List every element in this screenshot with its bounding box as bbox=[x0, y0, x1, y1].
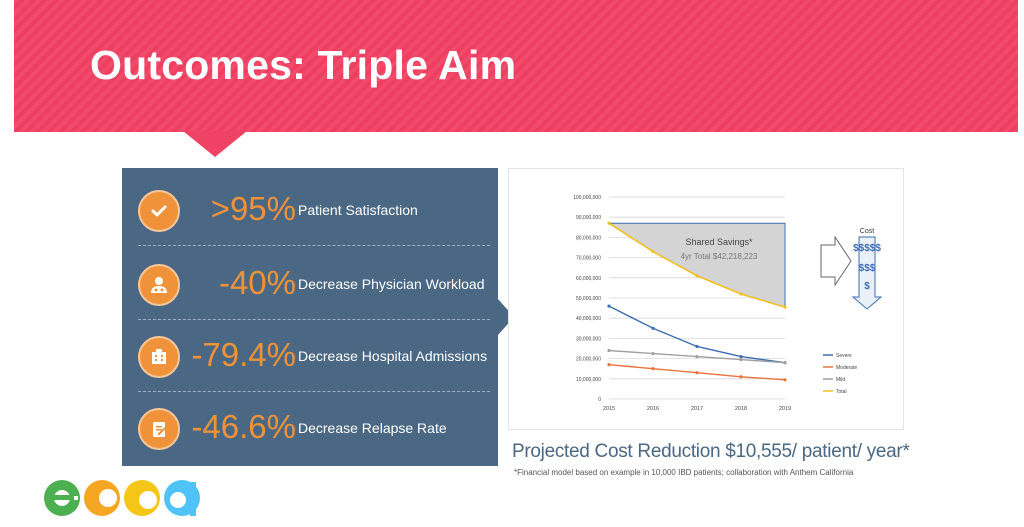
clipboard-icon bbox=[138, 408, 180, 450]
data-point bbox=[607, 304, 611, 308]
data-point bbox=[651, 351, 655, 356]
cost-chart: 0 10,000,000 20,000,000 30,000,000 40,000,00… bbox=[573, 195, 883, 412]
outcome-row: -46.6% Decrease Relapse Rate bbox=[122, 390, 498, 464]
data-point bbox=[695, 274, 699, 278]
x-tick-label: 2018 bbox=[735, 406, 747, 412]
down-arrow-icon bbox=[851, 236, 883, 310]
cost-symbol: $$$$$ bbox=[853, 243, 881, 254]
outcome-value: -79.4% bbox=[191, 336, 296, 373]
checkmark-icon bbox=[138, 190, 180, 232]
outcome-label: Patient Satisfaction bbox=[298, 202, 418, 218]
legend-label: Total bbox=[836, 389, 847, 395]
outcome-value: -40% bbox=[218, 264, 296, 301]
chart-caption: Projected Cost Reduction $10,555/ patien… bbox=[512, 441, 910, 462]
divider bbox=[138, 245, 490, 246]
y-tick-label: 50,000,000 bbox=[576, 296, 601, 302]
data-point bbox=[695, 371, 699, 375]
doctor-icon bbox=[138, 264, 180, 306]
divider bbox=[138, 391, 490, 392]
y-tick-label: 10,000,000 bbox=[576, 377, 601, 383]
x-tick-label: 2017 bbox=[691, 406, 703, 412]
data-point bbox=[739, 358, 743, 362]
legend-label: Moderate bbox=[836, 365, 857, 371]
data-point bbox=[739, 292, 743, 296]
data-point bbox=[607, 363, 611, 367]
shared-savings-area bbox=[607, 222, 786, 308]
y-tick-label: 80,000,000 bbox=[576, 235, 601, 241]
hospital-icon bbox=[138, 336, 180, 378]
x-tick-label: 2015 bbox=[603, 406, 615, 412]
data-point bbox=[695, 354, 699, 359]
data-point bbox=[695, 344, 699, 349]
series-line-severe bbox=[608, 305, 786, 364]
y-tick-label: 40,000,000 bbox=[576, 316, 601, 322]
data-point bbox=[783, 305, 787, 309]
cost-symbol: $ bbox=[864, 281, 870, 292]
divider bbox=[138, 319, 490, 320]
right-arrow-icon bbox=[820, 235, 852, 287]
data-point bbox=[651, 249, 655, 254]
x-tick-label: 2019 bbox=[779, 406, 791, 412]
outcome-value: >95% bbox=[210, 190, 296, 227]
chart-container: 0 10,000,000 20,000,000 30,000,000 40,000,00… bbox=[508, 168, 904, 430]
data-point bbox=[739, 354, 743, 359]
title-banner bbox=[14, 0, 1018, 132]
data-point bbox=[607, 221, 611, 225]
y-tick-label: 100,000,000 bbox=[573, 195, 601, 201]
data-point bbox=[651, 326, 655, 330]
outcomes-panel: >95% Patient Satisfaction -40% Decrease … bbox=[122, 168, 498, 466]
y-tick-label: 20,000,000 bbox=[576, 357, 601, 363]
y-tick-label: 60,000,000 bbox=[576, 276, 601, 282]
y-tick-label: 70,000,000 bbox=[576, 256, 601, 262]
y-tick-label: 0 bbox=[598, 397, 601, 403]
footnote: *Financial model based on example in 10,… bbox=[514, 468, 854, 477]
outcome-label: Decrease Relapse Rate bbox=[298, 420, 447, 436]
savings-subtitle: 4yr Total $42,218,223 bbox=[681, 252, 758, 261]
outcome-row: -40% Decrease Physician Workload bbox=[122, 246, 498, 320]
banner-pointer bbox=[183, 131, 247, 157]
legend-label: Mild bbox=[836, 377, 845, 383]
cost-label: Cost bbox=[860, 228, 874, 235]
x-tick-label: 2016 bbox=[647, 406, 659, 412]
data-point bbox=[783, 361, 787, 365]
ecrd-logo bbox=[44, 480, 200, 516]
outcome-row: -79.4% Decrease Hospital Admissions bbox=[122, 318, 498, 392]
outcome-value: -46.6% bbox=[191, 408, 296, 445]
y-tick-label: 90,000,000 bbox=[576, 215, 601, 221]
savings-title: Shared Savings* bbox=[685, 237, 753, 247]
data-point bbox=[783, 378, 787, 382]
data-point bbox=[651, 367, 655, 371]
outcome-row: >95% Patient Satisfaction bbox=[122, 172, 498, 246]
legend-label: Severe bbox=[836, 353, 852, 359]
data-point bbox=[607, 348, 611, 353]
slide-title: Outcomes: Triple Aim bbox=[90, 42, 517, 88]
cost-symbol: $$$ bbox=[859, 263, 876, 274]
outcome-label: Decrease Physician Workload bbox=[298, 276, 485, 292]
outcome-label: Decrease Hospital Admissions bbox=[298, 348, 488, 364]
data-point bbox=[739, 375, 743, 379]
y-tick-label: 30,000,000 bbox=[576, 336, 601, 342]
